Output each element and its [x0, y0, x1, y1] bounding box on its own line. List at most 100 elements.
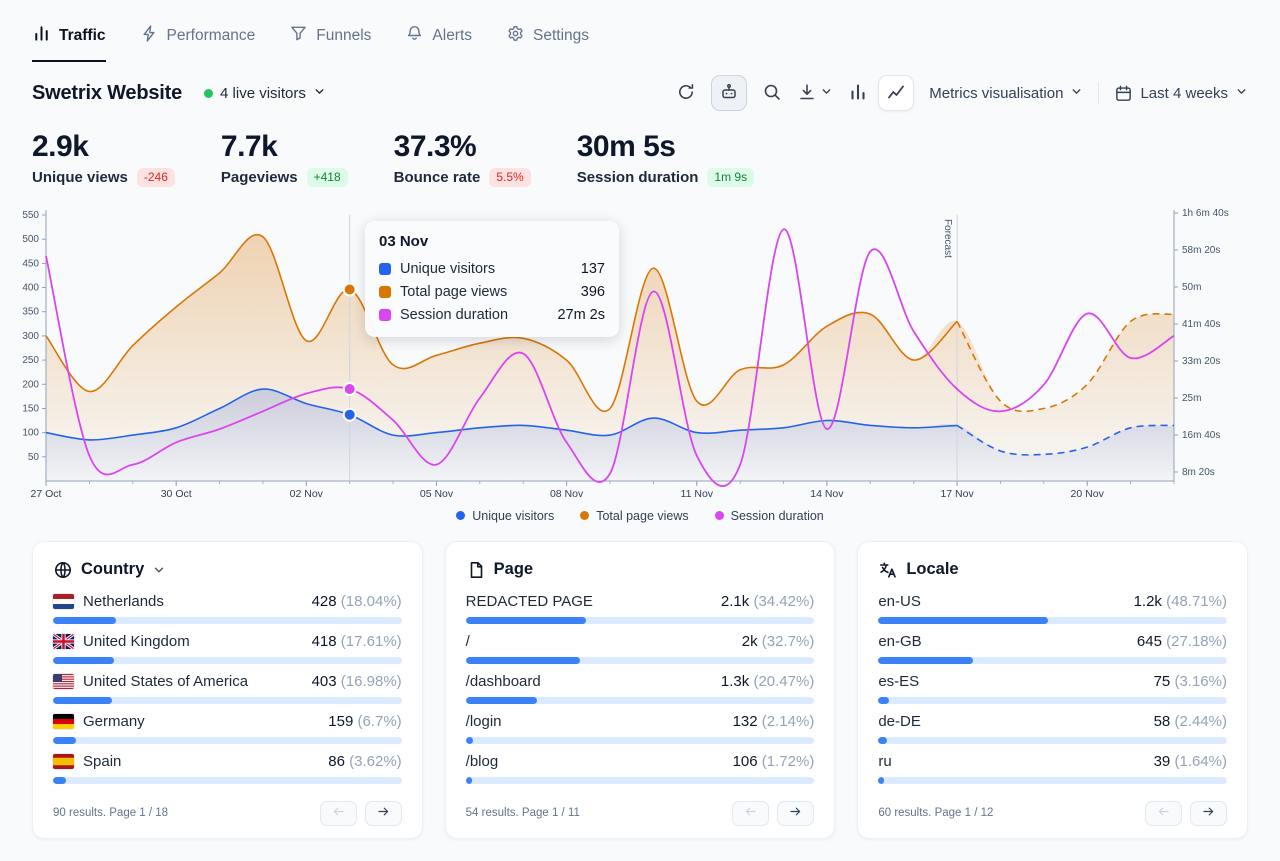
chart-toolbar: Metrics visualisation Last 4 weeks — [676, 75, 1248, 111]
arrow-right-icon — [376, 804, 391, 822]
entry-value: 106 (1.72%) — [733, 753, 815, 771]
list-item-en-us[interactable]: en-US 1.2k (48.71%) — [878, 593, 1227, 624]
tab-alerts[interactable]: Alerts — [405, 24, 472, 62]
entry-share: (2.14%) — [762, 713, 815, 730]
list-item--login[interactable]: /login132 (2.14%) — [466, 713, 815, 744]
stat-badge: 5.5% — [489, 168, 530, 187]
arrow-right-icon — [1201, 804, 1216, 822]
chart-legend: Unique visitors Total page views Session d… — [0, 509, 1280, 523]
next-page-button[interactable] — [1190, 801, 1227, 826]
entry-label: United States of America — [83, 673, 248, 691]
list-item-germany[interactable]: Germany159 (6.7%) — [53, 713, 402, 744]
refresh-button[interactable] — [676, 82, 696, 105]
svg-text:100: 100 — [22, 427, 39, 438]
stat-badge: 1m 9s — [707, 168, 754, 187]
entry-value: 428 (18.04%) — [312, 593, 402, 611]
live-visitors-button[interactable]: 4 live visitors — [204, 85, 326, 102]
toolbar-divider — [1098, 82, 1099, 104]
next-page-button[interactable] — [777, 801, 814, 826]
live-feed-button[interactable] — [711, 75, 747, 111]
traffic-chart[interactable]: 27 Oct30 Oct02 Nov05 Nov08 Nov11 Nov14 N… — [16, 203, 1264, 503]
svg-text:1h 6m 40s: 1h 6m 40s — [1182, 208, 1229, 219]
progress-bar — [878, 697, 1227, 704]
svg-text:200: 200 — [22, 379, 39, 390]
next-page-button[interactable] — [365, 801, 402, 826]
list-item-redacted-page[interactable]: REDACTED PAGE2.1k (34.42%) — [466, 593, 815, 624]
tab-funnels[interactable]: Funnels — [289, 24, 371, 62]
svg-text:08 Nov: 08 Nov — [550, 488, 584, 500]
svg-text:50: 50 — [28, 451, 40, 462]
tab-traffic[interactable]: Traffic — [32, 24, 106, 62]
entry-share: (6.7%) — [357, 713, 401, 730]
entry-label: Netherlands — [83, 593, 164, 611]
flag-nl-icon — [53, 594, 74, 609]
svg-text:16m 40s: 16m 40s — [1182, 430, 1220, 441]
tab-performance[interactable]: Performance — [140, 24, 256, 62]
chart-type-bar-button[interactable] — [848, 82, 868, 105]
list-item-netherlands[interactable]: Netherlands 428 (18.04%) — [53, 593, 402, 624]
legend-item-unique-visitors[interactable]: Unique visitors — [456, 509, 554, 523]
prev-page-button[interactable] — [732, 801, 769, 826]
panel-title-locale: Locale — [906, 560, 958, 579]
list-item-ru[interactable]: ru39 (1.64%) — [878, 753, 1227, 784]
entry-value: 58 (2.44%) — [1154, 713, 1227, 731]
tooltip-label: Unique visitors — [400, 261, 495, 277]
entry-share: (34.42%) — [753, 593, 814, 610]
entry-share: (3.16%) — [1174, 673, 1227, 690]
chevron-down-icon — [1235, 85, 1248, 102]
stat-unique-views[interactable]: 2.9k Unique views-246 — [32, 130, 175, 187]
list-item-en-gb[interactable]: en-GB645 (27.18%) — [878, 633, 1227, 664]
date-range-dropdown[interactable]: Last 4 weeks — [1114, 84, 1248, 103]
svg-text:150: 150 — [22, 403, 39, 414]
legend-item-session-duration[interactable]: Session duration — [715, 509, 824, 523]
traffic-chart-svg[interactable]: 27 Oct30 Oct02 Nov05 Nov08 Nov11 Nov14 N… — [16, 203, 1264, 503]
chart-type-line-button[interactable] — [878, 75, 914, 111]
entry-label: en-GB — [878, 633, 921, 651]
tab-settings[interactable]: Settings — [506, 24, 589, 62]
dashboard-header: Swetrix Website 4 live visitors Metrics … — [32, 74, 1248, 112]
arrow-left-icon — [743, 804, 758, 822]
results-summary-country: 90 results. Page 1 / 18 — [53, 807, 168, 819]
entry-label: ru — [878, 753, 891, 771]
prev-page-button[interactable] — [1145, 801, 1182, 826]
list-item-de-de[interactable]: de-DE58 (2.44%) — [878, 713, 1227, 744]
live-indicator-dot — [204, 89, 213, 98]
list-item-es-es[interactable]: es-ES75 (3.16%) — [878, 673, 1227, 704]
download-icon — [797, 82, 817, 105]
export-button[interactable] — [797, 82, 833, 105]
progress-bar — [878, 777, 1227, 784]
entry-label: United Kingdom — [83, 633, 190, 651]
series-swatch — [379, 286, 391, 298]
entry-share: (1.72%) — [762, 753, 815, 770]
stat-pageviews[interactable]: 7.7k Pageviews+418 — [221, 130, 348, 187]
svg-text:27 Oct: 27 Oct — [31, 488, 62, 500]
list-item-spain[interactable]: Spain86 (3.62%) — [53, 753, 402, 784]
arrow-left-icon — [331, 804, 346, 822]
legend-item-total-page-views[interactable]: Total page views — [580, 509, 688, 523]
list-item--dashboard[interactable]: /dashboard1.3k (20.47%) — [466, 673, 815, 704]
svg-text:50m: 50m — [1182, 282, 1201, 293]
entry-value: 1.2k (48.71%) — [1134, 593, 1227, 611]
svg-text:300: 300 — [22, 330, 39, 341]
entry-label: en-US — [878, 593, 921, 611]
stat-bounce-rate[interactable]: 37.3% Bounce rate5.5% — [394, 130, 531, 187]
results-summary-page: 54 results. Page 1 / 11 — [466, 807, 580, 819]
top-nav: Traffic Performance Funnels Alerts Setti… — [0, 0, 1280, 62]
search-button[interactable] — [762, 82, 782, 105]
list-item--[interactable]: /2k (32.7%) — [466, 633, 815, 664]
progress-bar — [466, 737, 815, 744]
list-item--blog[interactable]: /blog106 (1.72%) — [466, 753, 815, 784]
document-icon — [466, 560, 486, 580]
svg-text:450: 450 — [22, 258, 39, 269]
svg-text:8m 20s: 8m 20s — [1182, 467, 1215, 478]
chart-type-switcher — [848, 75, 914, 111]
chevron-down-icon[interactable] — [152, 563, 166, 577]
progress-bar — [466, 617, 815, 624]
stat-session-duration[interactable]: 30m 5s Session duration1m 9s — [577, 130, 754, 187]
list-item-united-kingdom[interactable]: United Kingdom418 (17.61%) — [53, 633, 402, 664]
entry-value: 2.1k (34.42%) — [721, 593, 814, 611]
prev-page-button[interactable] — [320, 801, 357, 826]
svg-text:17 Nov: 17 Nov — [940, 488, 974, 500]
metrics-visualisation-dropdown[interactable]: Metrics visualisation — [929, 85, 1083, 102]
list-item-united-states-of-america[interactable]: United States of America403 (16.98%) — [53, 673, 402, 704]
